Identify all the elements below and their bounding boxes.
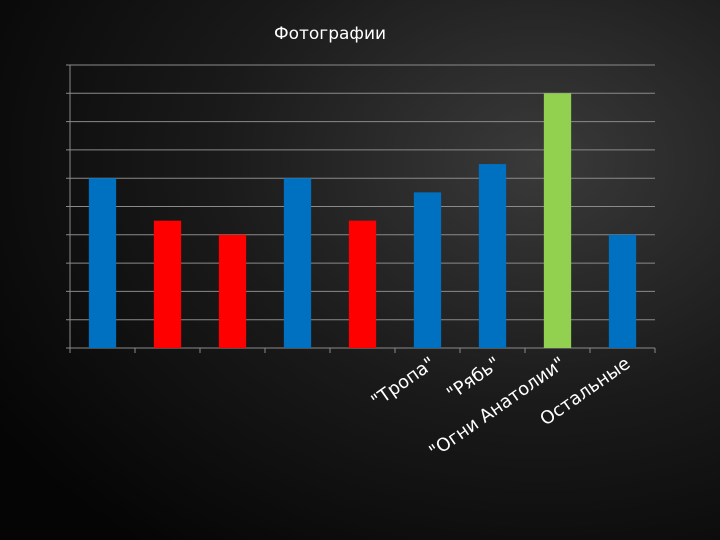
bar — [218, 234, 247, 348]
bar — [348, 220, 377, 348]
chart-title: Фотографии — [274, 24, 386, 44]
bar — [413, 192, 442, 348]
bar — [608, 234, 637, 348]
bar — [543, 93, 572, 348]
bar — [478, 164, 507, 348]
bar — [153, 220, 182, 348]
bar — [283, 178, 312, 348]
bar — [88, 178, 117, 348]
